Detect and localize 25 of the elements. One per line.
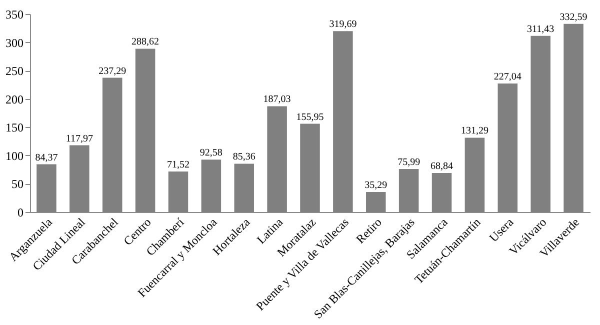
y-tick-label: 50 [12, 177, 24, 192]
data-label: 117,97 [66, 133, 93, 144]
y-tick-label: 350 [6, 8, 24, 22]
data-label: 68,84 [430, 161, 454, 172]
y-tick-label: 150 [6, 120, 24, 135]
data-label: 155,95 [296, 112, 324, 123]
data-label: 288,62 [132, 36, 160, 48]
data-label: 227,04 [494, 72, 522, 83]
data-label: 71,52 [166, 160, 190, 171]
data-label: 319,69 [329, 19, 357, 30]
data-label: 187,03 [263, 94, 291, 106]
data-label: 75,99 [398, 157, 420, 168]
data-label: 35,29 [364, 180, 388, 192]
data-label: 131,29 [460, 126, 488, 137]
y-tick-label: 300 [6, 36, 24, 50]
y-tick-label: 250 [6, 64, 24, 78]
data-label: 311,43 [527, 24, 554, 35]
data-label: 85,36 [232, 152, 256, 163]
y-tick-label: 0 [18, 206, 24, 220]
y-tick-label: 100 [6, 148, 24, 163]
data-label: 92,58 [200, 148, 222, 159]
data-label: 332,59 [560, 12, 588, 23]
data-label: 84,37 [35, 152, 58, 164]
y-tick-label: 200 [6, 92, 24, 106]
data-label: 237,29 [98, 66, 126, 77]
